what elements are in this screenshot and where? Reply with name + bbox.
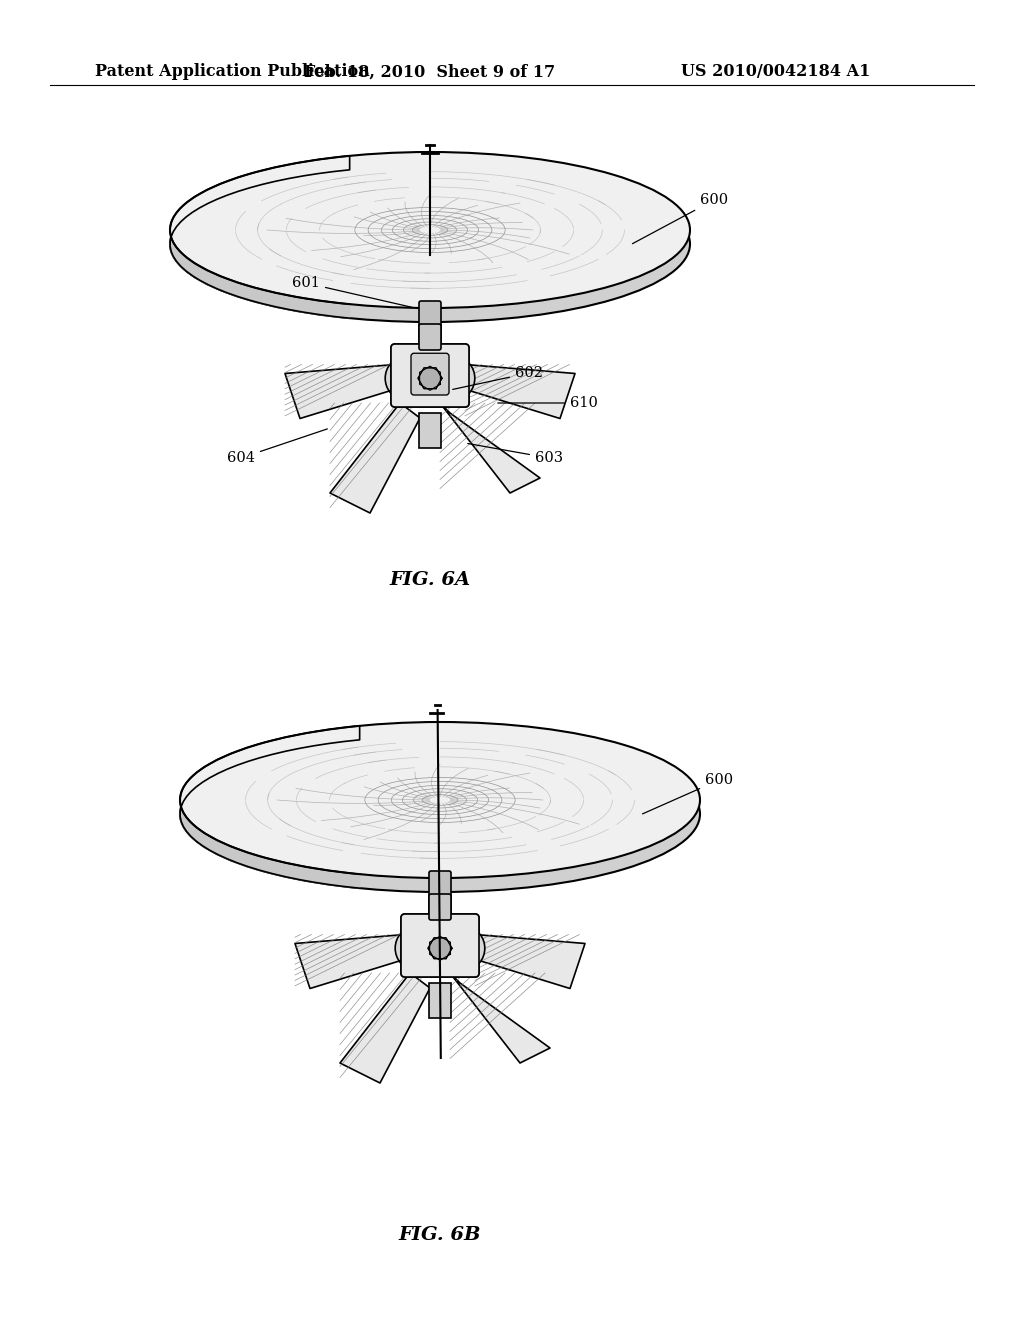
Text: FIG. 6A: FIG. 6A (389, 572, 471, 589)
Polygon shape (428, 937, 452, 958)
Ellipse shape (395, 928, 431, 969)
Polygon shape (430, 936, 451, 960)
Text: US 2010/0042184 A1: US 2010/0042184 A1 (681, 63, 870, 81)
Ellipse shape (438, 358, 475, 399)
Text: 604: 604 (227, 429, 328, 465)
FancyBboxPatch shape (391, 345, 469, 407)
Polygon shape (295, 935, 406, 989)
Text: Patent Application Publication: Patent Application Publication (95, 63, 370, 81)
FancyBboxPatch shape (419, 413, 441, 447)
FancyBboxPatch shape (429, 894, 451, 920)
Polygon shape (170, 156, 349, 318)
FancyBboxPatch shape (411, 354, 449, 395)
FancyBboxPatch shape (401, 913, 479, 977)
Polygon shape (428, 937, 452, 958)
Polygon shape (340, 973, 430, 1082)
FancyBboxPatch shape (419, 301, 441, 350)
Polygon shape (418, 368, 442, 388)
Polygon shape (420, 366, 440, 391)
Text: FIG. 6B: FIG. 6B (398, 1226, 481, 1243)
FancyBboxPatch shape (391, 345, 469, 407)
Text: 602: 602 (453, 366, 543, 389)
Text: 603: 603 (468, 444, 563, 465)
Polygon shape (330, 403, 420, 513)
Polygon shape (418, 368, 442, 388)
Text: Feb. 18, 2010  Sheet 9 of 17: Feb. 18, 2010 Sheet 9 of 17 (304, 63, 556, 81)
Ellipse shape (170, 166, 690, 322)
Polygon shape (440, 403, 540, 492)
Text: 601: 601 (292, 276, 413, 308)
FancyBboxPatch shape (429, 871, 451, 920)
Ellipse shape (180, 737, 700, 892)
Polygon shape (285, 364, 395, 418)
Ellipse shape (449, 928, 484, 969)
Polygon shape (450, 973, 550, 1063)
Text: 600: 600 (642, 774, 733, 814)
Ellipse shape (385, 358, 422, 399)
Polygon shape (475, 935, 585, 989)
Text: 600: 600 (633, 193, 728, 244)
FancyBboxPatch shape (401, 913, 479, 977)
Ellipse shape (180, 722, 700, 878)
Ellipse shape (170, 152, 690, 308)
Text: 610: 610 (498, 396, 598, 411)
Polygon shape (180, 726, 359, 888)
FancyBboxPatch shape (429, 983, 451, 1018)
Polygon shape (465, 364, 575, 418)
FancyBboxPatch shape (419, 323, 441, 350)
